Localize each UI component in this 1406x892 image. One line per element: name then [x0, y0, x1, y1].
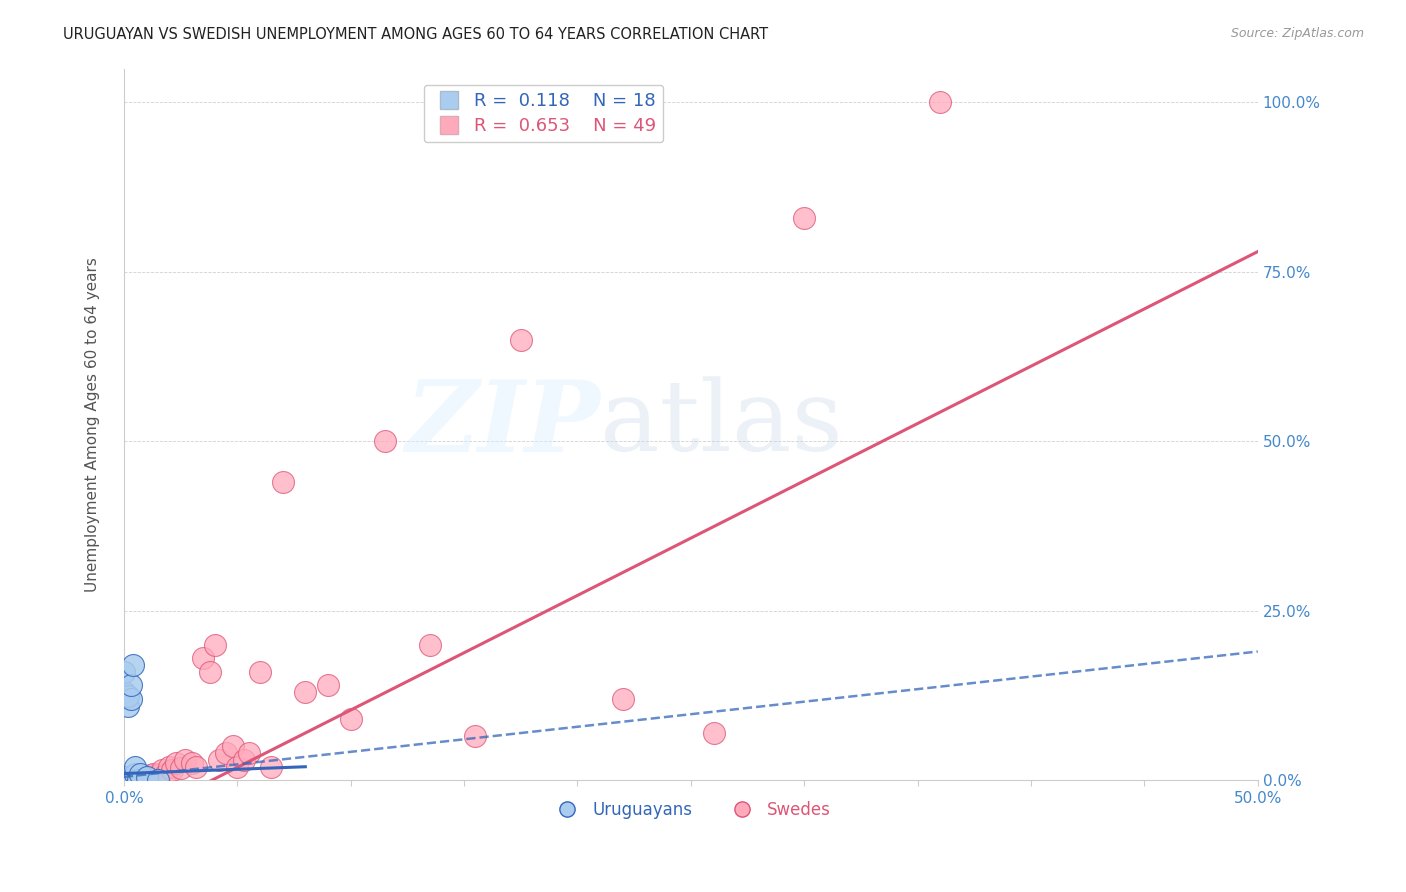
- Point: [260, 760, 283, 774]
- Point: [238, 746, 260, 760]
- Point: [294, 685, 316, 699]
- Text: atlas: atlas: [600, 376, 844, 472]
- Point: [146, 773, 169, 788]
- Point: [112, 772, 135, 786]
- Point: [612, 692, 634, 706]
- Point: [249, 665, 271, 679]
- Point: [112, 665, 135, 679]
- Point: [157, 760, 180, 774]
- Point: [112, 685, 135, 699]
- Point: [271, 475, 294, 489]
- Point: [112, 770, 135, 784]
- Point: [181, 756, 204, 771]
- Point: [112, 773, 135, 788]
- Point: [122, 772, 145, 786]
- Point: [793, 211, 815, 225]
- Point: [139, 768, 162, 782]
- Point: [186, 760, 208, 774]
- Text: ZIP: ZIP: [405, 376, 600, 473]
- Point: [233, 753, 256, 767]
- Point: [193, 651, 215, 665]
- Point: [160, 763, 183, 777]
- Point: [165, 756, 187, 771]
- Point: [112, 771, 135, 785]
- Point: [169, 761, 191, 775]
- Text: Source: ZipAtlas.com: Source: ZipAtlas.com: [1230, 27, 1364, 40]
- Point: [222, 739, 245, 754]
- Point: [134, 771, 156, 785]
- Point: [127, 773, 149, 788]
- Point: [128, 771, 150, 785]
- Point: [316, 678, 339, 692]
- Point: [127, 773, 149, 788]
- Y-axis label: Unemployment Among Ages 60 to 64 years: Unemployment Among Ages 60 to 64 years: [86, 257, 100, 592]
- Point: [135, 770, 157, 784]
- Point: [374, 434, 396, 449]
- Point: [464, 729, 486, 743]
- Point: [509, 333, 531, 347]
- Point: [124, 766, 146, 780]
- Point: [112, 773, 135, 788]
- Point: [339, 712, 361, 726]
- Point: [149, 766, 172, 780]
- Point: [112, 770, 135, 784]
- Point: [112, 771, 135, 785]
- Point: [153, 768, 176, 782]
- Point: [120, 692, 142, 706]
- Point: [146, 770, 169, 784]
- Point: [198, 665, 221, 679]
- Legend: Uruguayans, Swedes: Uruguayans, Swedes: [544, 794, 838, 825]
- Point: [122, 658, 145, 673]
- Point: [208, 753, 231, 767]
- Point: [135, 770, 157, 784]
- Point: [174, 753, 197, 767]
- Point: [117, 689, 139, 703]
- Point: [120, 773, 142, 788]
- Point: [145, 771, 167, 785]
- Point: [128, 766, 150, 780]
- Point: [135, 773, 157, 788]
- Point: [419, 638, 441, 652]
- Point: [124, 771, 146, 785]
- Point: [929, 95, 952, 110]
- Point: [142, 766, 165, 780]
- Text: URUGUAYAN VS SWEDISH UNEMPLOYMENT AMONG AGES 60 TO 64 YEARS CORRELATION CHART: URUGUAYAN VS SWEDISH UNEMPLOYMENT AMONG …: [63, 27, 769, 42]
- Point: [112, 771, 135, 785]
- Point: [215, 746, 238, 760]
- Point: [117, 698, 139, 713]
- Point: [204, 638, 226, 652]
- Point: [703, 726, 725, 740]
- Point: [124, 760, 146, 774]
- Point: [120, 678, 142, 692]
- Point: [152, 763, 174, 777]
- Point: [226, 760, 249, 774]
- Point: [131, 770, 153, 784]
